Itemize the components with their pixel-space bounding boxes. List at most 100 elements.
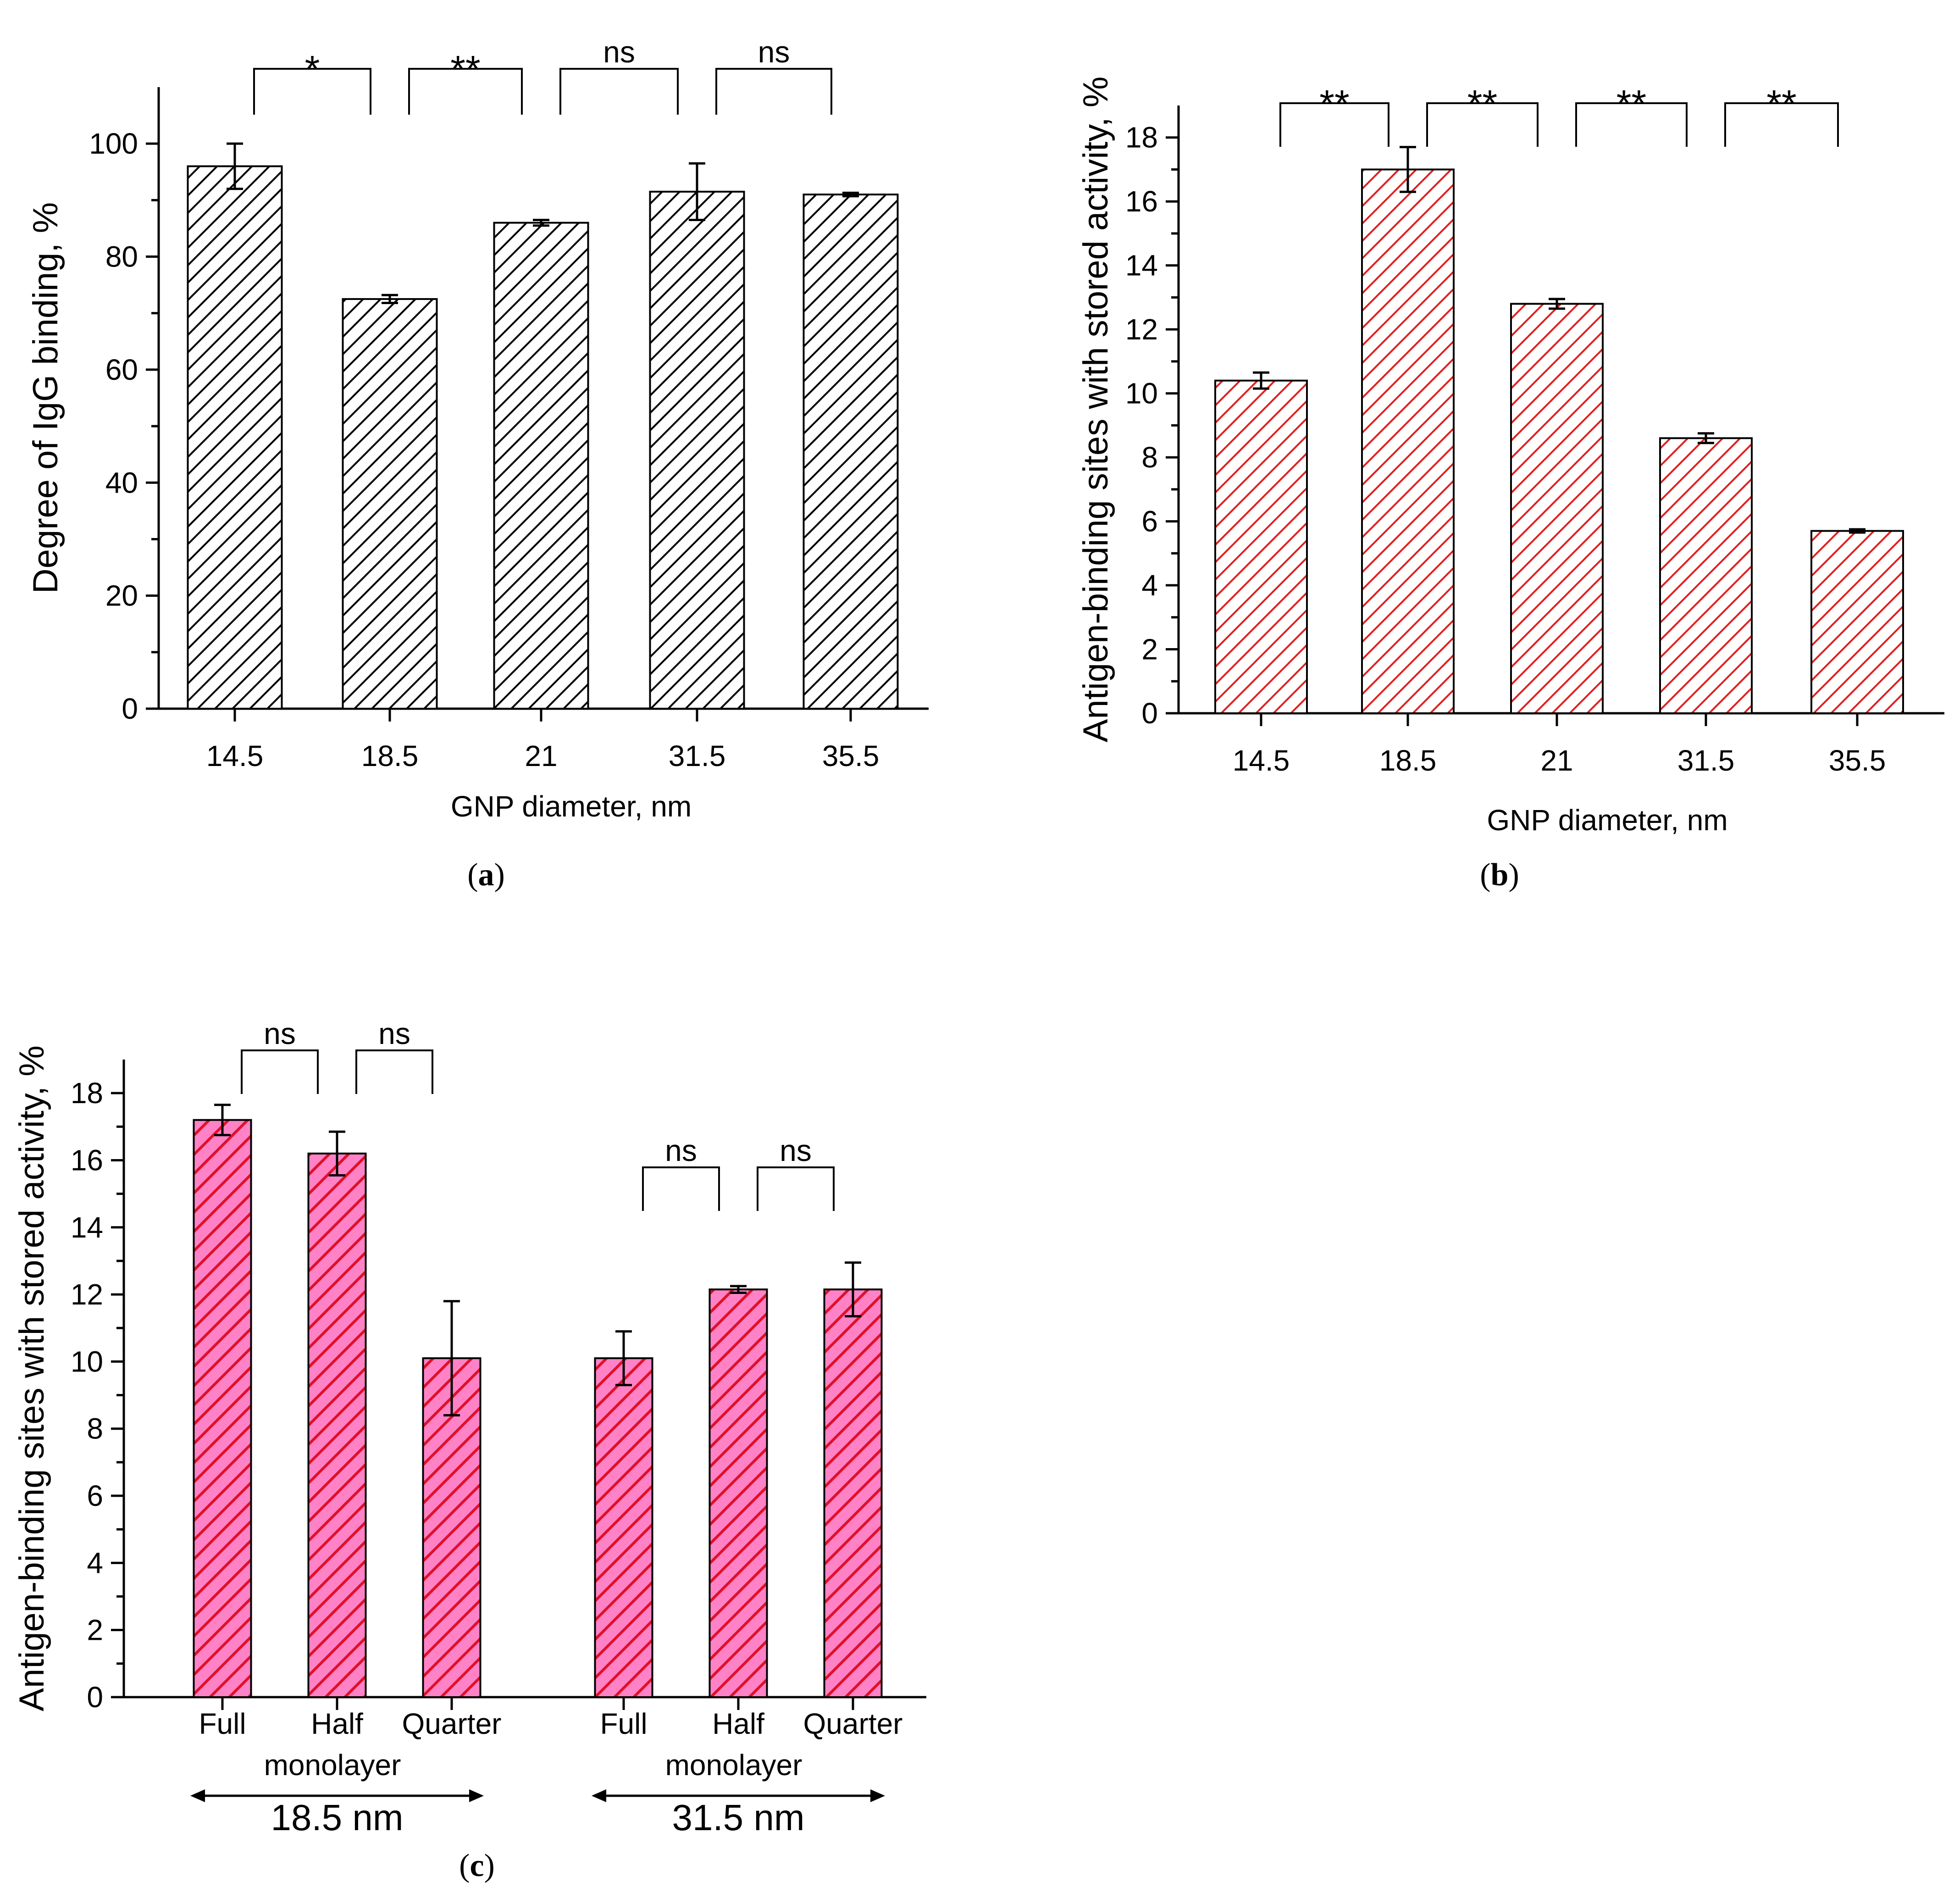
y-tick-label: 8 <box>87 1412 103 1445</box>
panel-label-open-paren: ( <box>467 857 478 893</box>
x-tick-label: Half <box>311 1707 363 1740</box>
significance-bracket <box>757 1166 835 1211</box>
panel-c-chart: 0 2 4 6 8 10 12 14 16 18 Antigen-binding sites wit… <box>12 1016 926 1883</box>
significance-bracket <box>715 68 832 115</box>
panel-label-letter: c <box>470 1848 484 1883</box>
y-tick-label: 80 <box>105 240 138 273</box>
significance-bracket <box>1279 102 1389 147</box>
bar <box>1659 437 1753 714</box>
y-tick-label: 60 <box>105 353 138 386</box>
panel-label: (c) <box>459 1848 495 1883</box>
bar <box>307 1152 367 1698</box>
x-tick-label: 18.5 <box>361 739 419 772</box>
x-tick-label: Full <box>199 1707 246 1740</box>
significance-bracket <box>559 68 679 115</box>
x-tick-label: 35.5 <box>822 739 880 772</box>
significance-label: ** <box>1467 82 1497 125</box>
panel-label-open-paren: ( <box>1480 857 1490 893</box>
bar <box>1810 530 1904 714</box>
bar <box>823 1288 883 1698</box>
x-tick-label: 14.5 <box>1233 744 1290 777</box>
group-arrow-left <box>190 1789 205 1802</box>
y-tick-label: 16 <box>1125 185 1158 218</box>
x-tick-label: 14.5 <box>206 739 264 772</box>
x-tick-label: 21 <box>1540 744 1573 777</box>
panel-label-letter: a <box>478 857 494 893</box>
y-tick-label: 4 <box>1141 569 1158 602</box>
panel-a-chart: 0 20 40 60 80 100 Degree of IgG binding, % 14.5… <box>26 35 929 893</box>
significance-bracket <box>241 1049 319 1094</box>
bar <box>1361 168 1455 715</box>
y-tick-label: 16 <box>71 1144 103 1177</box>
y-tick-label: 6 <box>1141 505 1158 538</box>
x-axis-title: GNP diameter, nm <box>451 790 692 823</box>
x-tick-label: 35.5 <box>1829 744 1886 777</box>
panel-label-close-paren: ) <box>484 1848 495 1883</box>
bar <box>803 194 899 710</box>
panel-label: (a) <box>467 857 505 893</box>
y-tick-label: 8 <box>1141 441 1158 474</box>
significance-bracket <box>253 68 371 115</box>
significance-label: ** <box>1766 82 1796 125</box>
x-tick-label: 18.5 <box>1379 744 1437 777</box>
significance-label: * <box>305 48 320 91</box>
panel-label-open-paren: ( <box>459 1848 470 1883</box>
significance-bracket <box>1426 102 1539 147</box>
y-tick-label: 14 <box>1125 249 1158 282</box>
group-arrow-right <box>469 1789 484 1802</box>
x-tick-label: Half <box>712 1707 764 1740</box>
significance-label: ns <box>378 1016 410 1050</box>
significance-label: ** <box>450 48 480 91</box>
significance-label: ns <box>603 35 635 69</box>
y-tick-label: 0 <box>87 1681 103 1714</box>
y-tick-label: 10 <box>71 1345 103 1378</box>
panel-label-close-paren: ) <box>1508 857 1519 893</box>
group-arrow-right <box>870 1789 885 1802</box>
panel-label-letter: b <box>1491 857 1509 893</box>
significance-label: ns <box>264 1016 296 1050</box>
x-axis-title: GNP diameter, nm <box>1487 804 1727 837</box>
bar <box>1510 303 1604 714</box>
x-tick-label: 31.5 <box>669 739 726 772</box>
bar <box>649 190 745 710</box>
significance-bracket <box>408 68 523 115</box>
y-tick-label: 12 <box>71 1278 103 1311</box>
bar <box>193 1119 252 1699</box>
y-tick-label: 0 <box>1141 697 1158 730</box>
y-tick-label: 2 <box>1141 633 1158 666</box>
y-tick-label: 18 <box>1125 121 1158 154</box>
y-tick-label: 100 <box>89 127 138 160</box>
y-axis-title: Antigen-binding sites with stored activi… <box>1076 77 1115 743</box>
x-tick-label: Quarter <box>402 1707 502 1740</box>
x-tick-label: 31.5 <box>1677 744 1735 777</box>
y-tick-label: 20 <box>105 579 138 612</box>
group-name: 31.5 nm <box>672 1797 804 1838</box>
group-name: 18.5 nm <box>271 1797 403 1838</box>
y-tick-label: 0 <box>122 692 138 725</box>
x-tick-label: Full <box>600 1707 647 1740</box>
panel-b-chart: 0 2 4 6 8 10 12 14 16 18 Antigen-binding sites wit… <box>1076 77 1944 893</box>
panel-label: (b) <box>1480 857 1519 893</box>
y-tick-label: 40 <box>105 466 138 499</box>
panel-label-close-paren: ) <box>494 857 505 893</box>
y-tick-label: 4 <box>87 1546 103 1579</box>
group-sublabel: monolayer <box>665 1749 803 1782</box>
significance-bracket <box>355 1049 433 1094</box>
bar <box>342 298 438 710</box>
y-axis-title: Degree of IgG binding, % <box>26 202 65 594</box>
y-tick-label: 6 <box>87 1479 103 1512</box>
bar <box>709 1288 768 1698</box>
x-tick-label: Quarter <box>803 1707 903 1740</box>
significance-label: ** <box>1616 82 1646 125</box>
bar <box>1214 379 1308 714</box>
y-axis-title: Antigen-binding sites with stored activi… <box>12 1045 51 1711</box>
x-tick-label: 21 <box>525 739 557 772</box>
significance-label: ** <box>1319 82 1349 125</box>
y-tick-label: 10 <box>1125 377 1158 410</box>
significance-bracket <box>1724 102 1839 147</box>
y-tick-label: 12 <box>1125 313 1158 346</box>
significance-bracket <box>642 1166 720 1211</box>
y-tick-label: 14 <box>71 1211 103 1244</box>
y-tick-label: 18 <box>71 1077 103 1110</box>
